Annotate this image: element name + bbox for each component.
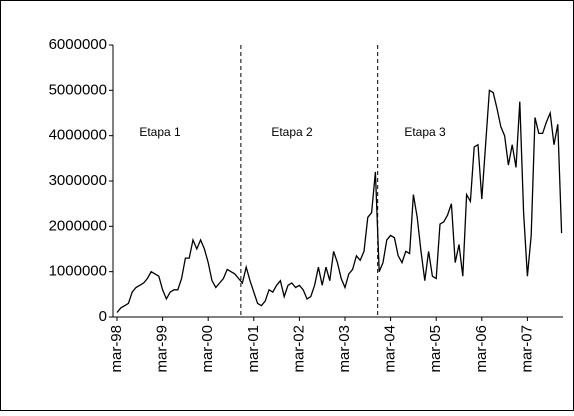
y-tick-label: 2000000 — [49, 217, 107, 234]
y-tick-label: 4000000 — [49, 127, 107, 144]
x-tick-label: mar-04 — [382, 325, 399, 373]
data-line — [116, 89, 563, 313]
annotation: Etapa 3 — [404, 125, 446, 139]
x-tick-label: mar-99 — [154, 325, 171, 373]
y-tick-label: 6000000 — [49, 36, 107, 53]
y-tick-label: 1000000 — [49, 263, 107, 280]
y-tick-label: 3000000 — [49, 172, 107, 189]
x-tick-label: mar-01 — [245, 325, 262, 373]
y-tick-label: 0 — [99, 308, 107, 325]
x-tick-label: mar-05 — [427, 325, 444, 373]
x-tick-label: mar-03 — [336, 325, 353, 373]
annotation: Etapa 1 — [139, 125, 181, 139]
x-tick-label: mar-06 — [473, 325, 490, 373]
x-tick-label: mar-00 — [199, 325, 216, 373]
x-tick-label: mar-02 — [290, 325, 307, 373]
y-tick-label: 5000000 — [49, 81, 107, 98]
x-tick-label: mar-07 — [518, 325, 535, 373]
x-tick-label: mar-98 — [108, 325, 125, 373]
annotation: Etapa 2 — [271, 125, 313, 139]
